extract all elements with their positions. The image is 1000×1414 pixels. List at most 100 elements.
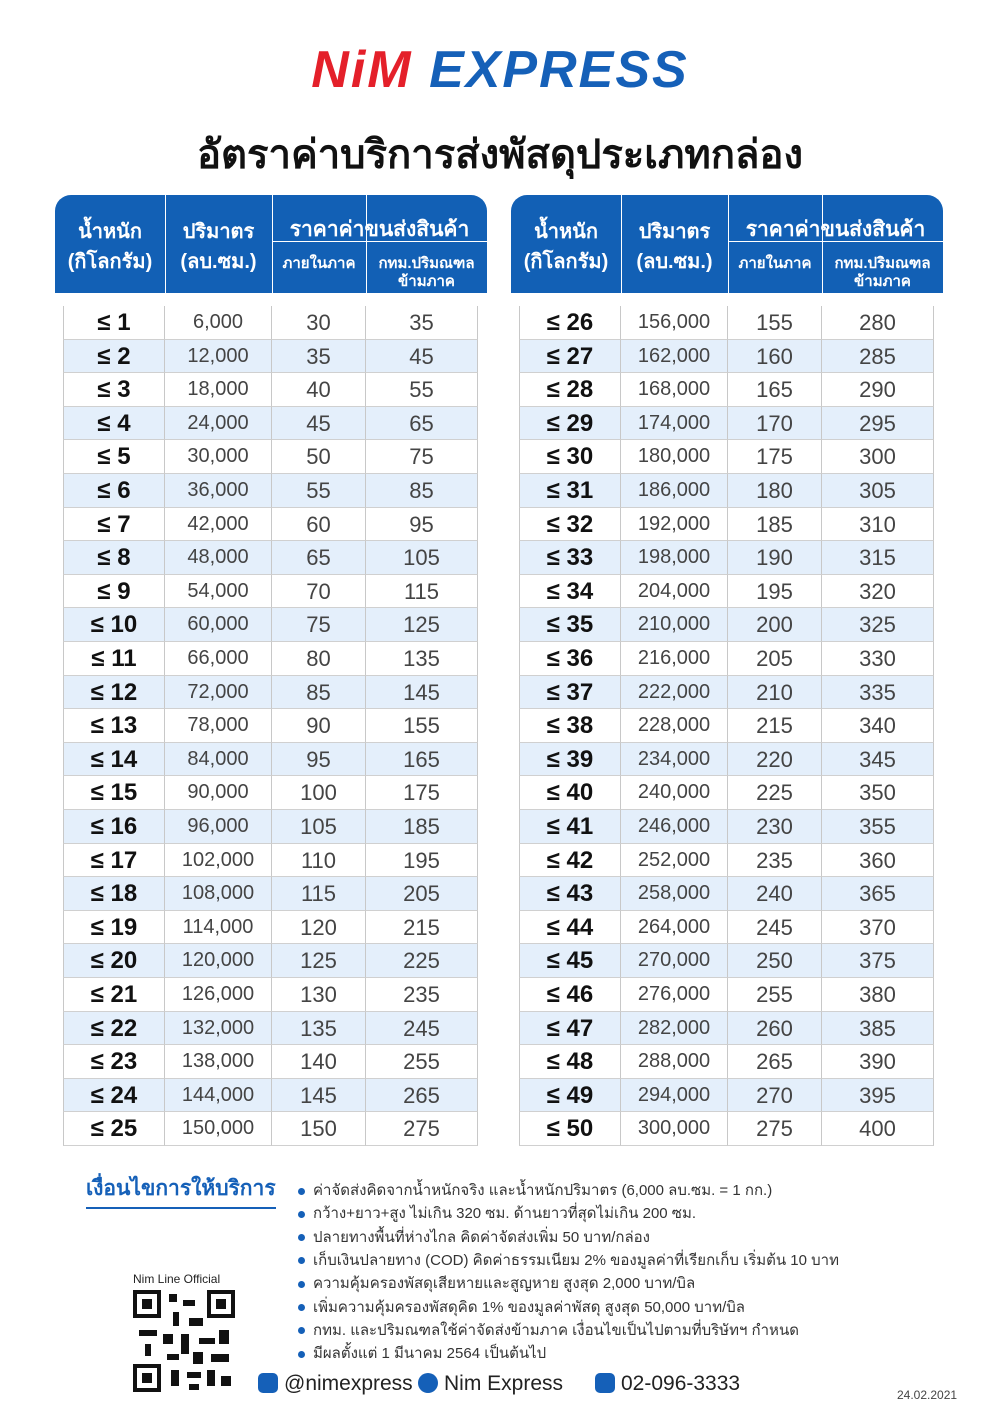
local-header: ภายในภาค: [738, 255, 812, 272]
table-cell: 145: [366, 675, 478, 710]
table-cell: 294,000: [621, 1078, 728, 1113]
table-cell: 240,000: [621, 776, 728, 810]
table-cell: 162,000: [621, 339, 728, 374]
table-cell: ≤ 10: [63, 608, 165, 642]
table-cell: 395: [822, 1078, 934, 1113]
table-cell: 276,000: [621, 978, 728, 1012]
table-cell: 155: [366, 709, 478, 743]
cross-header-2: ข้ามภาค: [854, 273, 911, 290]
table-cell: 234,000: [621, 742, 728, 777]
table-cell: 222,000: [621, 675, 728, 710]
table-cell: 156,000: [621, 306, 728, 340]
table-cell: ≤ 39: [519, 742, 621, 777]
table-cell: 216,000: [621, 642, 728, 676]
table-cell: 210,000: [621, 608, 728, 642]
table-cell: 72,000: [165, 675, 272, 710]
table-cell: 255: [366, 1045, 478, 1079]
weight-header: น้ำหนัก: [78, 221, 142, 243]
table-cell: ≤ 47: [519, 1011, 621, 1046]
table-cell: 55: [272, 474, 366, 508]
table-cell: 65: [366, 406, 478, 441]
table-cell: 18,000: [165, 373, 272, 407]
date: 24.02.2021: [897, 1388, 958, 1402]
table-cell: 135: [366, 642, 478, 676]
table-cell: ≤ 32: [519, 507, 621, 542]
price-header: ราคาค่าขนส่งสินค้า: [745, 218, 926, 241]
header-divider: [728, 195, 729, 293]
table-cell: 265: [366, 1078, 478, 1113]
table-cell: 250: [728, 944, 822, 978]
table-cell: 225: [728, 776, 822, 810]
table-cell: 150: [272, 1112, 366, 1146]
volume-unit: (ลบ.ซม.): [180, 251, 257, 273]
table-cell: 65: [272, 541, 366, 575]
logo: NiM EXPRESS: [0, 40, 1000, 100]
condition-item: มีผลตั้งแต่ 1 มีนาคม 2564 เป็นต้นไป: [298, 1341, 546, 1365]
condition-item: ค่าจัดส่งคิดจากน้ำหนักจริง และน้ำหนักปริ…: [298, 1178, 772, 1202]
table-cell: 290: [822, 373, 934, 407]
table-cell: 45: [366, 339, 478, 374]
table-cell: 200: [728, 608, 822, 642]
table-cell: 210: [728, 675, 822, 710]
title: อัตราค่าบริการส่งพัสดุประเภทกล่อง: [197, 133, 803, 177]
table-cell: ≤ 4: [63, 406, 165, 441]
table-cell: ≤ 28: [519, 373, 621, 407]
table-cell: 315: [822, 541, 934, 575]
table-cell: 295: [822, 406, 934, 441]
table-cell: 168,000: [621, 373, 728, 407]
table-cell: 174,000: [621, 406, 728, 441]
table-cell: 54,000: [165, 574, 272, 609]
line-id: @nimexpress: [284, 1372, 413, 1395]
table-cell: 310: [822, 507, 934, 542]
table-cell: 280: [822, 306, 934, 340]
table-cell: 385: [822, 1011, 934, 1046]
table-cell: 230: [728, 810, 822, 844]
cross-header-2: ข้ามภาค: [398, 273, 455, 290]
table-cell: ≤ 12: [63, 675, 165, 710]
qr-label: Nim Line Official: [133, 1272, 221, 1286]
table-cell: ≤ 2: [63, 339, 165, 374]
table-cell: 258,000: [621, 877, 728, 911]
weight-unit: (กิโลกรัม): [67, 251, 153, 273]
table-cell: 282,000: [621, 1011, 728, 1046]
brand: NiM: [311, 41, 413, 99]
condition-item: ความคุ้มครองพัสดุเสียหายและสูญหาย สูงสุด…: [298, 1271, 695, 1295]
table-cell: 205: [728, 642, 822, 676]
table-cell: 55: [366, 373, 478, 407]
table-cell: 48,000: [165, 541, 272, 575]
table-cell: ≤ 7: [63, 507, 165, 542]
table-cell: 215: [728, 709, 822, 743]
table-cell: 90: [272, 709, 366, 743]
table-cell: 355: [822, 810, 934, 844]
table-cell: 340: [822, 709, 934, 743]
table-cell: ≤ 31: [519, 474, 621, 508]
table-cell: ≤ 38: [519, 709, 621, 743]
table-cell: ≤ 8: [63, 541, 165, 575]
table-cell: 390: [822, 1045, 934, 1079]
table-cell: 80: [272, 642, 366, 676]
table-cell: 360: [822, 843, 934, 878]
table-cell: ≤ 6: [63, 474, 165, 508]
table-cell: 78,000: [165, 709, 272, 743]
table-cell: 95: [272, 742, 366, 777]
table-cell: 145: [272, 1078, 366, 1113]
table-cell: ≤ 1: [63, 306, 165, 340]
header-divider: [728, 241, 943, 242]
table-cell: 245: [728, 910, 822, 945]
table-cell: 260: [728, 1011, 822, 1046]
table-cell: ≤ 29: [519, 406, 621, 441]
table-cell: 246,000: [621, 810, 728, 844]
table-cell: 36,000: [165, 474, 272, 508]
condition-item: ปลายทางพื้นที่ห่างไกล คิดค่าจัดส่งเพิ่ม …: [298, 1225, 650, 1249]
table-cell: 135: [272, 1011, 366, 1046]
table-cell: ≤ 40: [519, 776, 621, 810]
table-cell: 105: [366, 541, 478, 575]
table-cell: 325: [822, 608, 934, 642]
table-cell: 186,000: [621, 474, 728, 508]
table-cell: 252,000: [621, 843, 728, 878]
table-cell: 265: [728, 1045, 822, 1079]
table-cell: 180: [728, 474, 822, 508]
table-cell: 335: [822, 675, 934, 710]
table-cell: 380: [822, 978, 934, 1012]
table-cell: 165: [366, 742, 478, 777]
